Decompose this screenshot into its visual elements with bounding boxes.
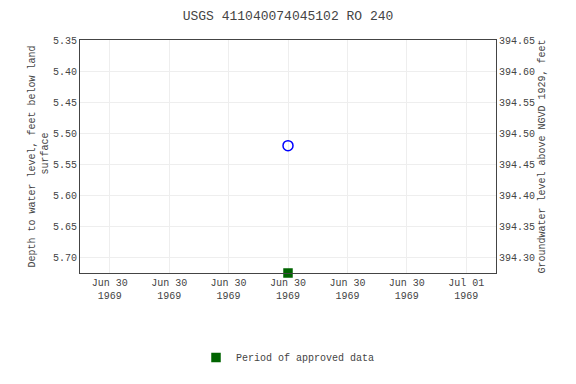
svg-text:394.50: 394.50 — [499, 129, 535, 140]
svg-text:Jun 301969: Jun 301969 — [92, 278, 128, 302]
svg-text:394.55: 394.55 — [499, 98, 535, 109]
svg-text:USGS 411040074045102 RO 240: USGS 411040074045102 RO 240 — [183, 9, 394, 24]
svg-text:5.70: 5.70 — [53, 253, 77, 264]
svg-text:Jun 301969: Jun 301969 — [389, 278, 425, 302]
svg-text:5.40: 5.40 — [53, 67, 77, 78]
svg-text:394.65: 394.65 — [499, 36, 535, 47]
svg-text:394.35: 394.35 — [499, 222, 535, 233]
svg-text:Depth to water level, feet bel: Depth to water level, feet below land su… — [27, 45, 51, 267]
svg-text:394.60: 394.60 — [499, 67, 535, 78]
svg-text:Groundwater level above NGVD 1: Groundwater level above NGVD 1929, feet — [537, 39, 548, 273]
svg-text:394.45: 394.45 — [499, 160, 535, 171]
svg-text:Jun 301969: Jun 301969 — [329, 278, 365, 302]
svg-text:Jun 301969: Jun 301969 — [151, 278, 187, 302]
svg-text:5.45: 5.45 — [53, 98, 77, 109]
svg-text:5.55: 5.55 — [53, 160, 77, 171]
svg-text:Jun 301969: Jun 301969 — [211, 278, 247, 302]
svg-text:5.60: 5.60 — [53, 191, 77, 202]
svg-text:394.40: 394.40 — [499, 191, 535, 202]
svg-text:5.35: 5.35 — [53, 36, 77, 47]
svg-text:Period of approved data: Period of approved data — [236, 353, 374, 364]
svg-text:Jun 301969: Jun 301969 — [270, 278, 306, 302]
svg-text:5.50: 5.50 — [53, 129, 77, 140]
svg-text:Jul 011969: Jul 011969 — [448, 278, 484, 302]
svg-text:5.65: 5.65 — [53, 222, 77, 233]
svg-text:394.30: 394.30 — [499, 253, 535, 264]
